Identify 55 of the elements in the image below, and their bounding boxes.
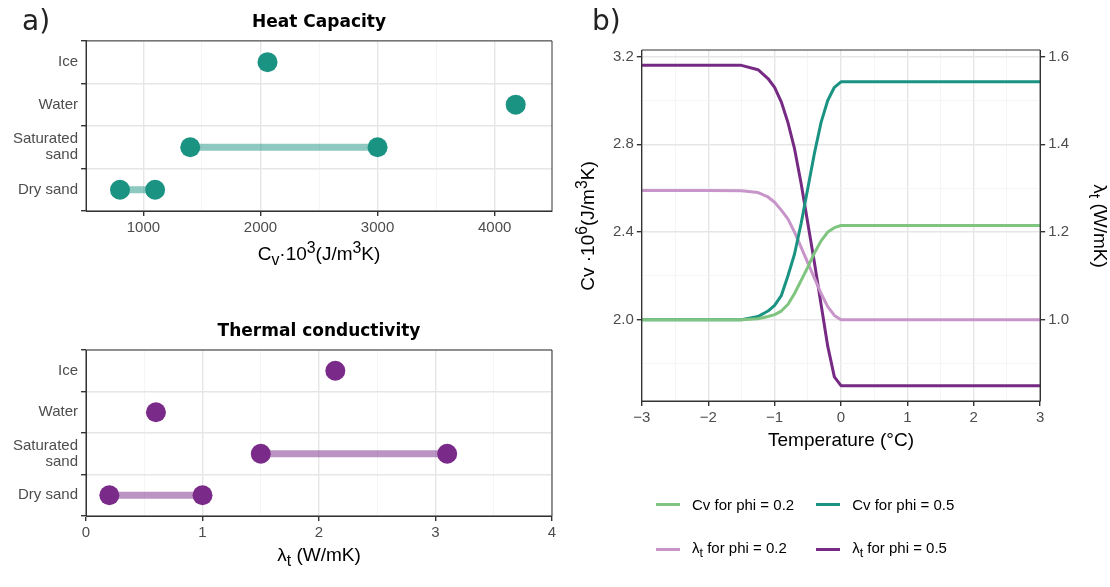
- y-tick-label: Water: [38, 94, 79, 112]
- x-tick-label: 1: [903, 408, 912, 426]
- y-tick-label: Dry sand: [18, 179, 79, 197]
- y-tick-label: Saturated sand: [13, 129, 79, 163]
- legend-label: Cv for phi = 0.2: [692, 496, 795, 513]
- text: a): [22, 4, 51, 37]
- x-tick-label: 2: [969, 408, 978, 426]
- point: [367, 137, 388, 158]
- y2-tick-label: 1.6: [1048, 46, 1070, 64]
- y-tick-label: Ice: [58, 360, 79, 378]
- point: [437, 443, 458, 464]
- x-tick-label: 4000: [477, 218, 512, 236]
- x-tick-label: 3: [431, 523, 440, 541]
- text: b): [592, 4, 621, 37]
- y-tick-label: Dry sand: [18, 485, 79, 503]
- point: [505, 94, 526, 115]
- chart-title: Heat Capacity: [252, 10, 387, 31]
- y-tick-label: Saturated sand: [13, 436, 79, 469]
- x-tick-label: −2: [699, 408, 717, 426]
- y-tick-label: Water: [38, 402, 79, 420]
- x-axis-title: C$_{v}$·10$^{3}$(J/m$^{3}$K): [257, 239, 381, 270]
- point: [145, 179, 166, 200]
- y-tick-label: Ice: [58, 52, 79, 70]
- x-axis-title: λ$_{t}$ (W/mK): [277, 544, 361, 570]
- point: [99, 485, 120, 506]
- x-tick-label: 3000: [360, 218, 395, 236]
- point: [325, 360, 346, 381]
- x-tick-label: 4: [547, 523, 557, 541]
- point: [250, 443, 271, 464]
- x-tick-label: 1000: [126, 218, 161, 236]
- x-tick-label: 1: [198, 523, 207, 541]
- x-tick-label: 2: [314, 523, 324, 541]
- x-tick-label: 3: [1035, 408, 1045, 426]
- x-tick-label: 0: [836, 408, 846, 426]
- y2-tick-label: 1.0: [1048, 309, 1070, 327]
- y2-tick-label: 1.2: [1048, 222, 1070, 240]
- point: [145, 402, 166, 423]
- y-tick-label: 2.0: [612, 309, 634, 327]
- point: [180, 137, 201, 158]
- x-tick-label: −3: [633, 408, 651, 426]
- y-tick-label: 3.2: [612, 46, 634, 64]
- y2-tick-label: 1.4: [1048, 134, 1070, 152]
- x-tick-label: 0: [81, 523, 91, 541]
- point: [110, 179, 130, 200]
- x-tick-label: −1: [766, 408, 784, 426]
- y-tick-label: 2.8: [612, 134, 634, 152]
- legend-label: λ$_{t}$ for phi = 0.2: [692, 539, 787, 560]
- legend-label: Cv for phi = 0.5: [852, 496, 955, 513]
- y-tick-label: 2.4: [612, 222, 634, 240]
- legend-label: λ$_{t}$ for phi = 0.5: [852, 539, 947, 560]
- x-axis-title: Temperature (°C): [768, 429, 914, 451]
- point: [192, 485, 213, 506]
- chart-title: Thermal conductivity: [217, 320, 421, 340]
- point: [257, 52, 278, 73]
- x-tick-label: 2000: [243, 218, 278, 236]
